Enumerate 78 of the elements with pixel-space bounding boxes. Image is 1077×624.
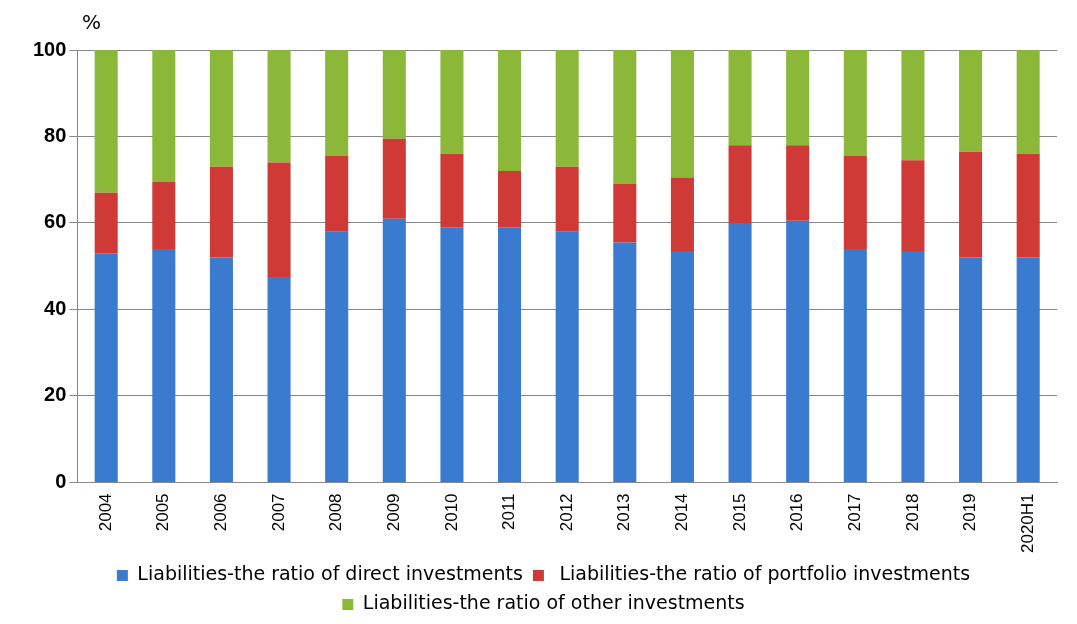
bar — [555, 50, 579, 167]
bar — [94, 50, 118, 193]
bar — [209, 166, 233, 258]
bar — [440, 227, 464, 482]
x-tick-label: 2012 — [556, 493, 576, 532]
legend-label: Liabilities-the ratio of direct investments — [137, 562, 523, 585]
bar — [786, 220, 810, 482]
x-tick-label: 2010 — [441, 493, 461, 532]
legend-label: Liabilities-the ratio of other investments — [362, 591, 745, 614]
bar — [555, 231, 579, 482]
bar — [786, 50, 810, 146]
bar — [440, 153, 464, 228]
bar — [267, 162, 291, 278]
bar — [728, 50, 752, 146]
bar — [1016, 153, 1040, 258]
bar — [959, 257, 983, 482]
bar — [267, 277, 291, 482]
x-tick-label: 2006 — [211, 493, 231, 532]
bar — [94, 192, 118, 254]
bar — [843, 155, 867, 249]
bar — [786, 145, 810, 221]
x-tick-label: 2011 — [499, 493, 519, 531]
bar — [728, 145, 752, 223]
bar — [152, 181, 176, 249]
bar — [325, 50, 349, 156]
x-tick-label: 2004 — [95, 493, 115, 532]
bar — [959, 50, 983, 152]
bar — [670, 50, 694, 178]
y-tick-label: 40 — [44, 296, 67, 319]
bar — [382, 138, 406, 219]
bar — [843, 50, 867, 156]
bar — [670, 251, 694, 482]
x-tick-label: 2014 — [672, 493, 692, 532]
bar — [94, 253, 118, 482]
x-tick-label: 2020H1 — [1017, 493, 1037, 554]
bar — [152, 50, 176, 182]
bar — [1016, 257, 1040, 482]
y-tick-label: 0 — [55, 469, 67, 492]
bar — [613, 184, 637, 243]
y-tick-label: 100 — [32, 37, 67, 60]
bar — [959, 151, 983, 258]
bar — [555, 166, 579, 232]
bar — [901, 251, 925, 482]
bar — [1016, 50, 1040, 154]
bar — [498, 171, 522, 228]
bar — [613, 50, 637, 185]
y-tick-label: 20 — [44, 383, 67, 406]
legend-label: Liabilities-the ratio of portfolio investments — [553, 562, 971, 585]
x-tick-label: 2017 — [845, 493, 864, 532]
y-tick-label: 60 — [44, 210, 67, 233]
x-tick-label: 2013 — [614, 493, 634, 532]
x-tick-label: 2007 — [268, 493, 288, 532]
x-tick-label: 2005 — [153, 493, 173, 532]
bar — [152, 248, 176, 482]
x-tick-label: 2015 — [729, 493, 749, 532]
bar — [843, 248, 867, 482]
bar — [209, 257, 233, 482]
bar — [382, 218, 406, 482]
bar — [901, 50, 925, 161]
bar — [325, 155, 349, 232]
x-tick-label: 2016 — [787, 493, 807, 532]
bar — [728, 222, 752, 482]
y-tick-label: 80 — [44, 124, 67, 147]
bar — [325, 231, 349, 482]
x-tick-label: 2019 — [960, 493, 980, 532]
bar — [382, 50, 406, 139]
x-tick-label: 2018 — [902, 493, 922, 532]
bar — [440, 50, 464, 154]
bar — [498, 50, 522, 172]
bar — [209, 50, 233, 167]
bar — [267, 50, 291, 163]
x-tick-label: 2009 — [384, 493, 403, 532]
bar — [670, 177, 694, 252]
y-axis-title: % — [82, 10, 102, 34]
x-tick-label: 2008 — [326, 493, 346, 532]
bar — [901, 160, 925, 252]
bar — [613, 242, 637, 482]
bar — [498, 227, 522, 482]
